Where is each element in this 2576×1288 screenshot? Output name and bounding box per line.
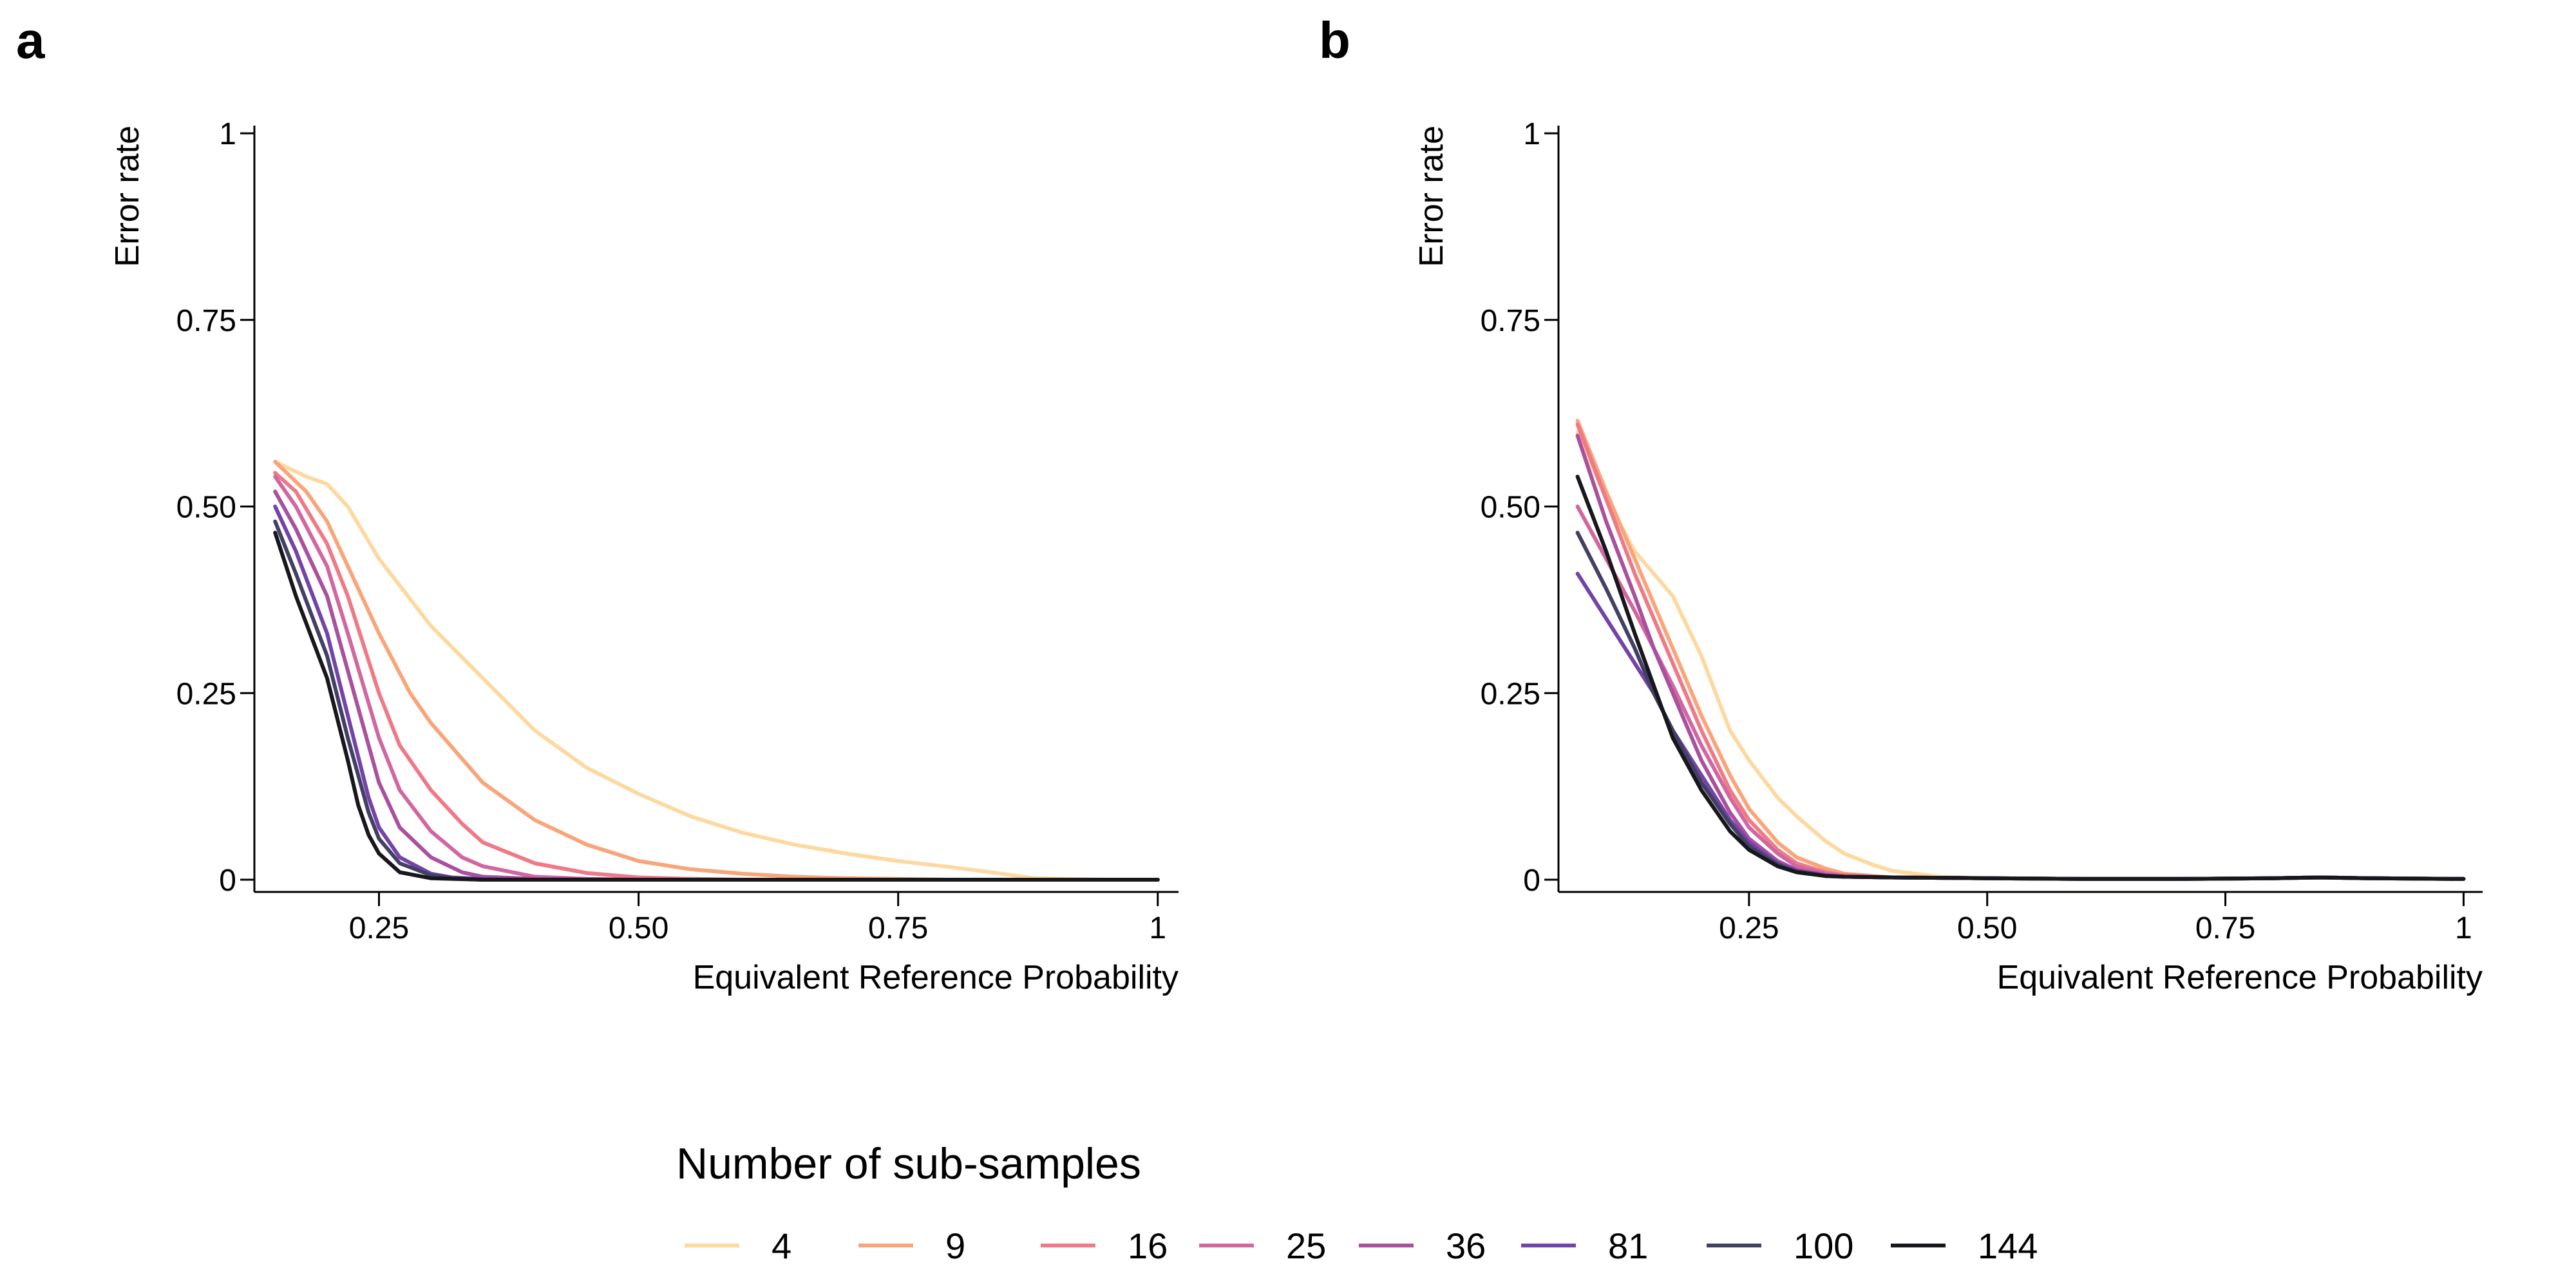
x-tick-label: 0.25 — [1719, 911, 1779, 945]
legend-title: Number of sub-samples — [676, 1139, 1141, 1188]
legend-label: 144 — [1978, 1226, 2038, 1266]
y-tick-label: 0.75 — [176, 304, 236, 338]
series-line-36 — [1575, 433, 2466, 881]
legend-entry-36: 36 — [1359, 1226, 1486, 1266]
legend-entry-100: 100 — [1707, 1226, 1853, 1266]
y-tick-label: 0 — [219, 864, 236, 898]
y-tick-label: 0.25 — [176, 677, 236, 711]
series-line-144 — [1575, 475, 2466, 881]
legend-label: 9 — [945, 1226, 965, 1266]
y-tick-label: 0.25 — [1481, 677, 1540, 711]
x-tick-label: 0.25 — [349, 911, 409, 945]
series-line-16 — [273, 471, 1160, 882]
y-tick-label: 0 — [1523, 864, 1540, 898]
panel-a: a 0 0.25 0.50 0.75 1 0.25 0.50 0.75 1 Equivalent R… — [16, 12, 1179, 996]
legend: Number of sub-samples 4 9 16 25 36 81 100 144 — [676, 1139, 2038, 1266]
x-axis-title: Equivalent Reference Probability — [1997, 959, 2483, 996]
y-tick-label: 0.50 — [1481, 491, 1540, 525]
x-tick-label: 1 — [1149, 911, 1166, 945]
y-tick-label: 1 — [219, 117, 236, 151]
x-tick-label: 0.75 — [868, 911, 928, 945]
legend-label: 100 — [1794, 1226, 1853, 1266]
series-line-25 — [1575, 504, 2466, 881]
x-tick-label: 0.75 — [2195, 911, 2255, 945]
legend-entry-25: 25 — [1199, 1226, 1326, 1266]
series-line-4 — [273, 460, 1160, 882]
y-tick-label: 0.50 — [176, 491, 236, 525]
series-group — [1575, 419, 2466, 881]
series-line-9 — [1575, 419, 2466, 881]
series-line-16 — [1575, 422, 2466, 881]
legend-label: 16 — [1128, 1226, 1168, 1266]
legend-entry-16: 16 — [1041, 1226, 1168, 1266]
y-axis-title: Error rate — [109, 126, 146, 267]
panel-label: b — [1319, 12, 1350, 69]
legend-label: 81 — [1608, 1226, 1648, 1266]
x-axis-title: Equivalent Reference Probability — [693, 959, 1179, 996]
legend-label: 36 — [1446, 1226, 1486, 1266]
panel-b: b 0 0.25 0.50 0.75 1 0.25 0.50 0.75 1 Equivalent R… — [1319, 12, 2483, 996]
legend-label: 25 — [1286, 1226, 1326, 1266]
series-group — [273, 460, 1160, 882]
y-tick-label: 1 — [1523, 117, 1540, 151]
series-line-25 — [273, 475, 1160, 882]
legend-entry-9: 9 — [858, 1226, 965, 1266]
x-tick-label: 0.50 — [609, 911, 668, 945]
series-line-100 — [1575, 531, 2466, 881]
x-tick-label: 0.50 — [1957, 911, 2017, 945]
series-line-9 — [273, 460, 1160, 882]
legend-entry-4: 4 — [685, 1226, 791, 1266]
series-line-144 — [273, 531, 1160, 882]
x-tick-label: 1 — [2455, 911, 2472, 945]
series-line-4 — [1575, 430, 2466, 881]
legend-label: 4 — [772, 1226, 791, 1266]
legend-entry-81: 81 — [1521, 1226, 1648, 1266]
y-tick-label: 0.75 — [1481, 304, 1540, 338]
legend-entry-144: 144 — [1891, 1226, 2038, 1266]
panel-label: a — [16, 12, 45, 69]
y-axis-title: Error rate — [1413, 126, 1450, 267]
series-line-81 — [1575, 571, 2466, 881]
legend-entries: 4 9 16 25 36 81 100 144 — [685, 1226, 2038, 1266]
